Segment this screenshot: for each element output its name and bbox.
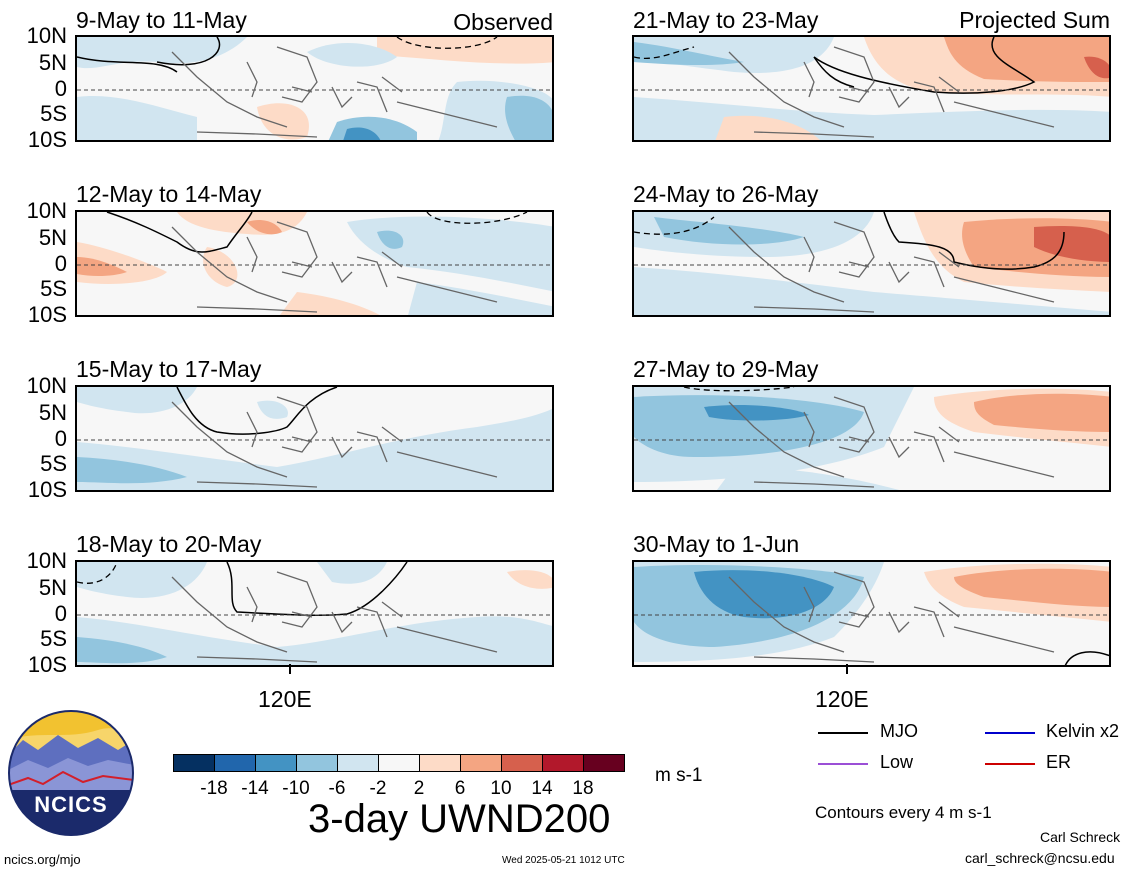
lat-10n: 10N [26, 548, 67, 573]
legend-mjo-line [818, 732, 868, 734]
footer-timestamp: Wed 2025-05-21 1012 UTC [502, 855, 625, 866]
map-panel-3 [75, 385, 554, 492]
colorbar-tick-label: 6 [454, 778, 466, 799]
colorbar-tick-label: 2 [413, 778, 425, 799]
footer-author: Carl Schreck [1040, 829, 1121, 845]
lon-tick-right [846, 664, 848, 674]
lat-5s: 5S [40, 451, 67, 476]
colorbar-swatch [255, 754, 297, 772]
footer-email: carl_schreck@ncsu.edu [965, 850, 1115, 866]
lat-10s: 10S [27, 127, 67, 152]
panel-title-3: 15-May to 17-May [76, 356, 262, 382]
colorbar-tick-label: 14 [531, 778, 553, 799]
legend-low-label: Low [880, 752, 914, 772]
panel-title-5: 21-May to 23-May [633, 7, 819, 33]
contours-note: Contours every 4 m s-1 [815, 803, 992, 822]
lon-tick-left [289, 664, 291, 674]
footer-url: ncics.org/mjo [4, 852, 81, 867]
lat-10s: 10S [27, 302, 67, 327]
colorbar-swatch [378, 754, 420, 772]
lat-10n: 10N [26, 23, 67, 48]
panel-title-8: 30-May to 1-Jun [633, 531, 800, 557]
colorbar-swatch [214, 754, 256, 772]
map-panel-8 [632, 560, 1111, 667]
legend-kelvin-label: Kelvin x2 [1046, 721, 1120, 741]
map-panel-2 [75, 210, 554, 317]
projected-tag: Projected Sum [959, 7, 1110, 33]
lat-5s: 5S [40, 101, 67, 126]
observed-tag: Observed [453, 9, 553, 35]
colorbar-swatch [173, 754, 215, 772]
lon-label-left: 120E [258, 686, 312, 712]
colorbar-tick-label: -14 [241, 778, 269, 799]
lat-5n: 5N [38, 400, 67, 425]
legend-kelvin-line [985, 732, 1035, 734]
colorbar-title: 3-day UWND200 [308, 797, 611, 841]
legend-mjo-label: MJO [880, 721, 918, 741]
colorbar-tick-label: -18 [200, 778, 228, 799]
panel-title-1: 9-May to 11-May [76, 7, 247, 33]
lat-10n: 10N [26, 373, 67, 398]
colorbar-tick-label: 10 [490, 778, 512, 799]
colorbar-swatch [501, 754, 543, 772]
lat-0: 0 [54, 601, 67, 626]
colorbar-swatch [583, 754, 625, 772]
panel-title-6: 24-May to 26-May [633, 181, 819, 207]
legend-er-label: ER [1046, 752, 1072, 772]
lat-5n: 5N [38, 50, 67, 75]
logo-text: NCICS [34, 792, 108, 817]
colorbar-swatch [542, 754, 584, 772]
lon-label-right: 120E [815, 686, 869, 712]
map-panel-5 [632, 35, 1111, 142]
colorbar-swatch [296, 754, 338, 772]
colorbar-tick-label: -6 [328, 778, 346, 799]
colorbar-tick-label: -2 [369, 778, 387, 799]
colorbar-tick-label: 18 [572, 778, 594, 799]
colorbar-swatch [337, 754, 379, 772]
lat-5n: 5N [38, 225, 67, 250]
lat-5n: 5N [38, 575, 67, 600]
lat-10s: 10S [27, 652, 67, 677]
map-panel-6 [632, 210, 1111, 317]
lat-0: 0 [54, 251, 67, 276]
map-panel-4 [75, 560, 554, 667]
colorbar-swatch [419, 754, 461, 772]
lat-0: 0 [54, 426, 67, 451]
colorbar-tick-label: -10 [282, 778, 310, 799]
panel-title-7: 27-May to 29-May [633, 356, 819, 382]
colorbar-swatch [460, 754, 502, 772]
map-panel-1 [75, 35, 554, 142]
colorbar-units: m s-1 [655, 765, 703, 786]
lat-0: 0 [54, 76, 67, 101]
ncics-logo: NCICS [8, 710, 134, 836]
legend-low-line [818, 763, 868, 765]
lat-10s: 10S [27, 477, 67, 502]
panel-title-4: 18-May to 20-May [76, 531, 262, 557]
lat-10n: 10N [26, 198, 67, 223]
lat-5s: 5S [40, 626, 67, 651]
legend-er-line [985, 763, 1035, 765]
map-panel-7 [632, 385, 1111, 492]
lat-5s: 5S [40, 276, 67, 301]
panel-title-2: 12-May to 14-May [76, 181, 262, 207]
